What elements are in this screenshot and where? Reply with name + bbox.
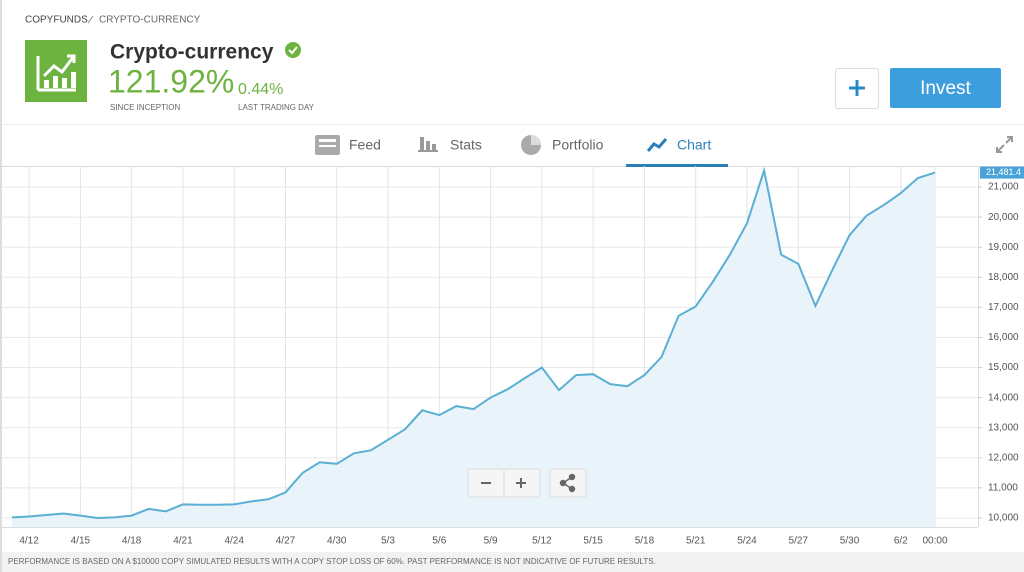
- invest-label: Invest: [920, 78, 971, 99]
- x-tick-label: 5/24: [737, 536, 757, 547]
- portfolio-icon: [521, 135, 541, 155]
- x-tick-label: 00:00: [922, 536, 947, 547]
- y-tick-label: 11,000: [988, 483, 1018, 494]
- x-tick-label: 4/21: [173, 536, 193, 547]
- x-tick-label: 6/2: [894, 536, 908, 547]
- daily-label: LAST TRADING DAY: [238, 103, 315, 112]
- fund-title: Crypto-currency: [110, 41, 274, 64]
- x-tick-label: 4/12: [19, 536, 39, 547]
- tab[interactable]: Portfolio: [552, 137, 604, 153]
- y-tick-label: 13,000: [988, 422, 1019, 433]
- tab-underline: [626, 164, 728, 167]
- invest-button[interactable]: [890, 68, 1001, 108]
- fund-icon-glyph: [36, 54, 76, 92]
- share-icon: [559, 473, 576, 493]
- y-tick-label: 16,000: [988, 332, 1019, 343]
- chart-icon: [646, 138, 668, 152]
- x-tick-label: 4/15: [71, 536, 91, 547]
- zoom-in[interactable]: [516, 478, 526, 488]
- gain-label: SINCE INCEPTION: [110, 103, 180, 112]
- footer: [2, 552, 1024, 572]
- x-tick-label: 5/18: [635, 536, 655, 547]
- y-tick-label: 18,000: [988, 272, 1019, 283]
- y-tick-label: 10,000: [988, 513, 1019, 524]
- plot: 10,000 11,000 12,000 13,000 14,000 15,000 16,0…: [2, 166, 1024, 547]
- share-button[interactable]: [549, 468, 587, 498]
- fund-icon: [25, 40, 87, 102]
- x-tick-label: 4/18: [122, 536, 142, 547]
- x-tick-label: 5/27: [789, 536, 809, 547]
- x-tick-label: 4/24: [224, 536, 244, 547]
- expand-icon[interactable]: [996, 136, 1013, 153]
- x-tick-label: 5/12: [532, 536, 552, 547]
- tab[interactable]: Feed: [349, 137, 381, 153]
- verified-badge: [285, 42, 301, 58]
- line: [11, 166, 936, 520]
- breadcrumb-sep: [87, 15, 94, 24]
- y-tick-label: 14,000: [988, 392, 1019, 403]
- breadcrumb-item: CRYPTO-CURRENCY: [99, 15, 201, 26]
- verified-check: [288, 46, 298, 55]
- y-tick-label: 17,000: [988, 302, 1019, 313]
- x-tick-label: 5/30: [840, 536, 860, 547]
- tab[interactable]: Stats: [450, 137, 482, 153]
- fund-icon-bars: [44, 72, 76, 88]
- area: [12, 170, 935, 527]
- y-tick-label: 20,000: [988, 212, 1019, 223]
- y-tick-label: 21,000: [988, 182, 1019, 193]
- plus-glyph: [849, 80, 865, 96]
- daily-value: 0.44%: [238, 81, 283, 98]
- x-tick-label: 5/15: [583, 536, 603, 547]
- x-tick-label: 4/27: [276, 536, 296, 547]
- x-tick-label: 4/30: [327, 536, 347, 547]
- value-label: 21,481.4: [986, 167, 1021, 177]
- x-tick-label: 5/21: [686, 536, 706, 547]
- gain-value: 121.92%: [108, 63, 234, 99]
- x-tick-label: 5/9: [484, 536, 498, 547]
- x-tick-label: 5/3: [381, 536, 395, 547]
- x-tick-label: 5/6: [432, 536, 446, 547]
- y-tick-label: 12,000: [988, 452, 1019, 463]
- tab-active[interactable]: Chart: [677, 137, 711, 153]
- value-tag: [980, 166, 1024, 179]
- disclaimer: PERFORMANCE IS BASED ON A $10000 COPY SI…: [8, 557, 656, 566]
- y-tick-label: 15,000: [988, 362, 1019, 373]
- stats-icon: [418, 137, 438, 152]
- y-tick-label: 19,000: [988, 242, 1019, 253]
- breadcrumb-item[interactable]: COPYFUNDS: [25, 15, 88, 26]
- feed-icon: [315, 135, 340, 155]
